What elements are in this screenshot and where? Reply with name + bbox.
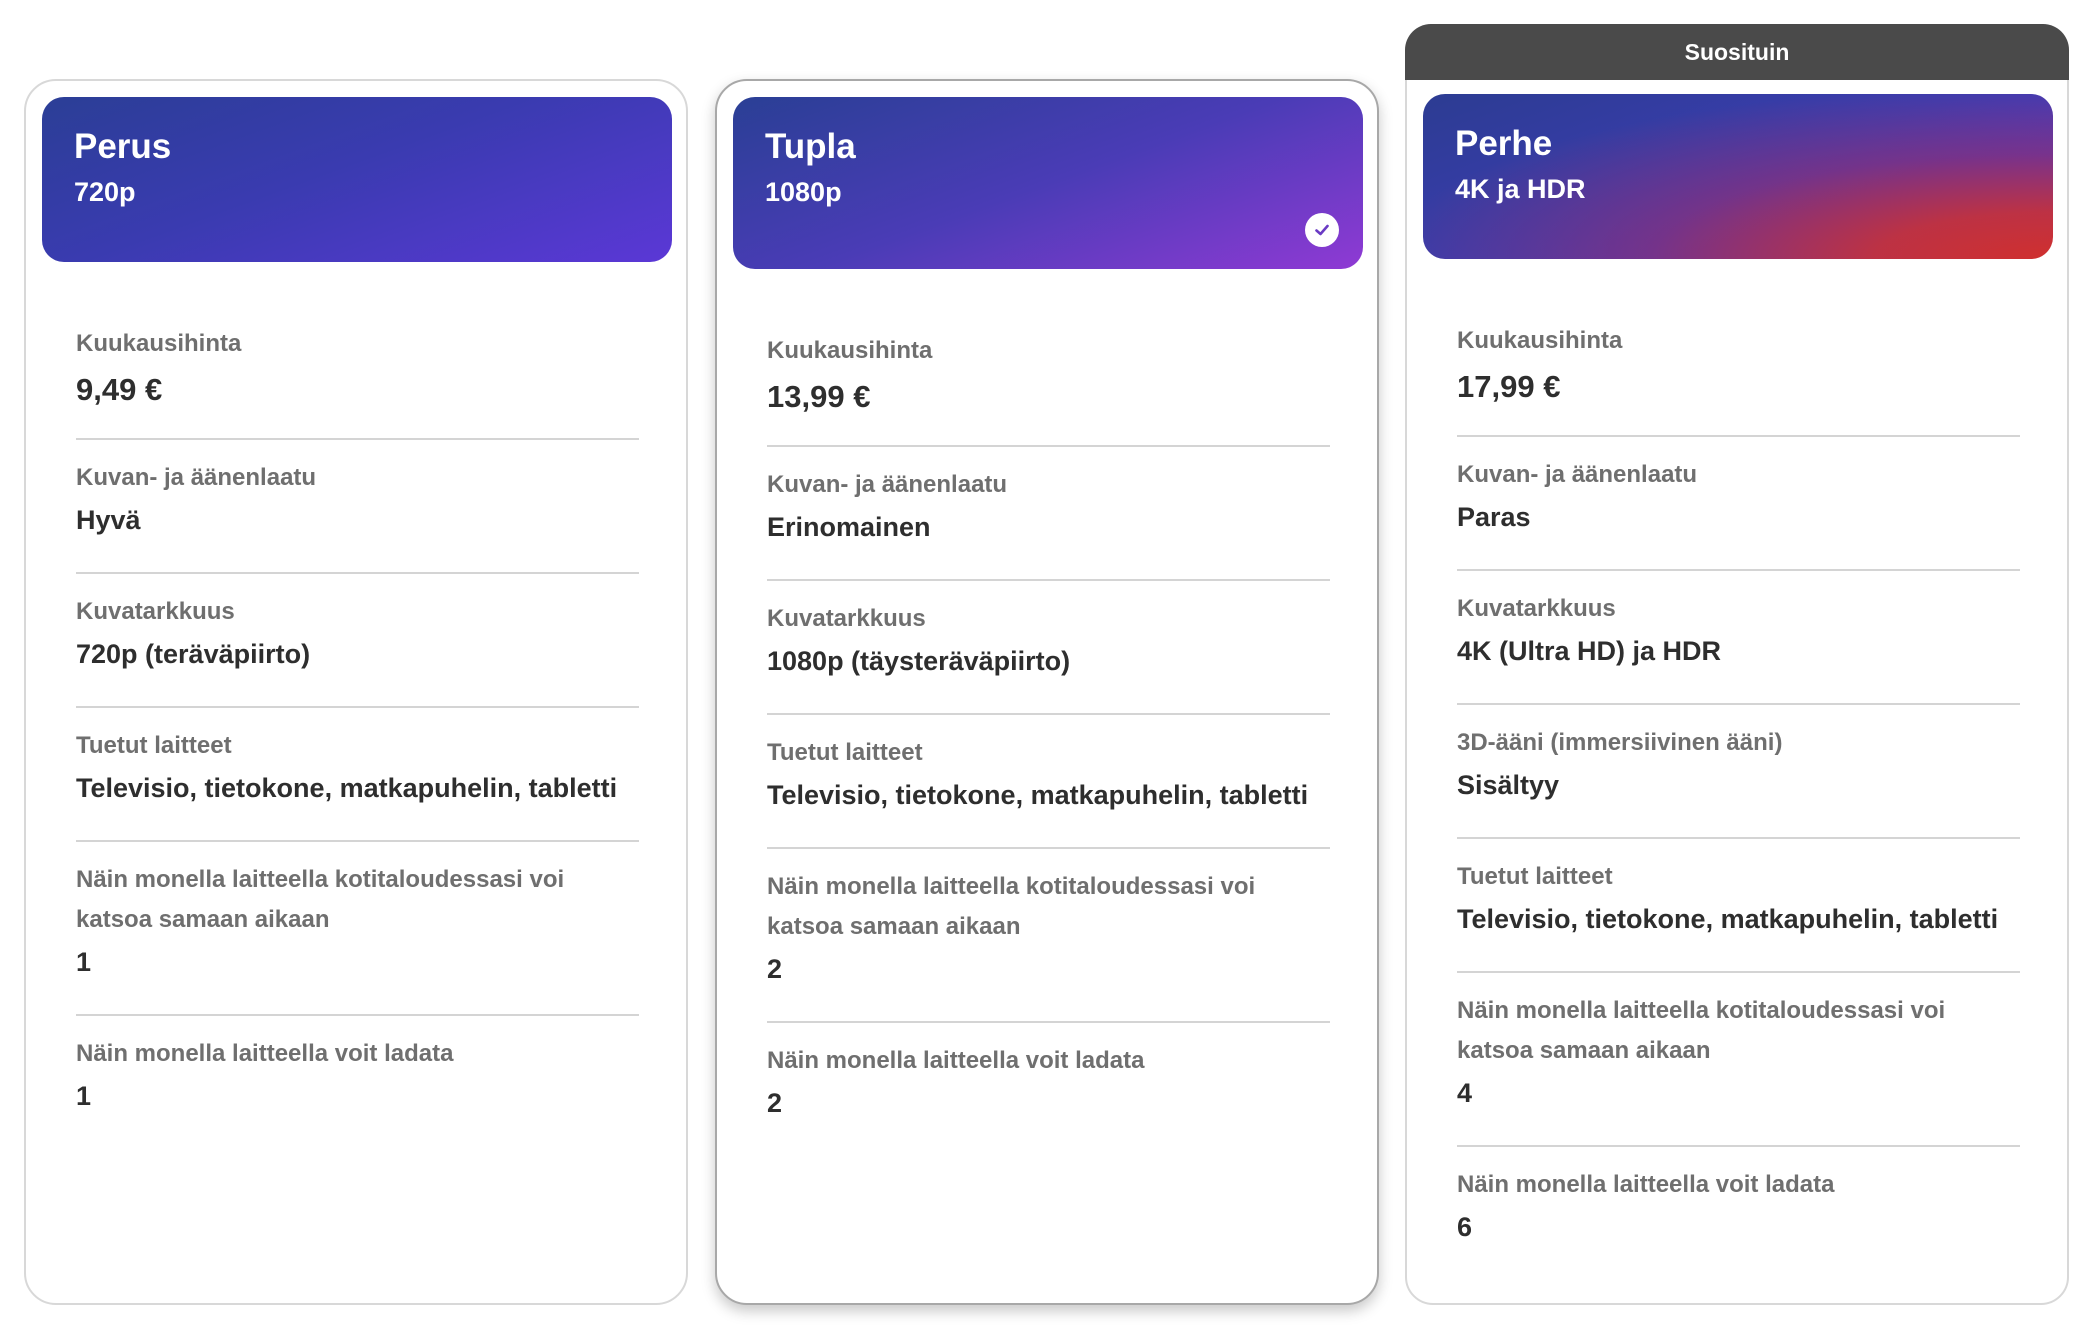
detail-value: 1080p (täysteräväpiirto) [767, 646, 1071, 676]
plan-name: Tupla [765, 127, 856, 166]
detail-label: Kuvan- ja äänenlaatu [1457, 461, 1698, 488]
detail-value: Erinomainen [767, 512, 931, 542]
plan-resolution: 1080p [765, 177, 842, 207]
detail-label: Kuvatarkkuus [767, 605, 926, 632]
detail-row-price: Kuukausihinta 9,49 € [76, 306, 639, 440]
detail-row-downloads: Näin monella laitteella voit ladata 2 [767, 1023, 1330, 1157]
plan-details: Kuukausihinta 9,49 € Kuvan- ja äänenlaat… [76, 306, 639, 1150]
detail-value: 4K (Ultra HD) ja HDR [1457, 636, 1722, 666]
detail-value: 17,99 € [1457, 369, 1561, 404]
detail-label: Näin monella laitteella voit ladata [76, 1040, 454, 1067]
detail-row-resolution: Kuvatarkkuus 1080p (täysteräväpiirto) [767, 581, 1330, 715]
detail-value: 1 [76, 1081, 92, 1111]
detail-value: 720p (teräväpiirto) [76, 639, 311, 669]
detail-value: 4 [1457, 1078, 1473, 1108]
plan-name: Perhe [1455, 124, 1553, 163]
detail-value: Televisio, tietokone, matkapuhelin, tabl… [76, 773, 618, 803]
detail-label: Tuetut laitteet [1457, 863, 1613, 890]
most-popular-badge: Suosituin [1405, 24, 2069, 80]
detail-value: 1 [76, 947, 92, 977]
plan-details: Kuukausihinta 13,99 € Kuvan- ja äänenlaa… [767, 313, 1330, 1157]
detail-value: Televisio, tietokone, matkapuhelin, tabl… [1457, 904, 1999, 934]
detail-label: Kuukausihinta [76, 330, 242, 357]
detail-value: Paras [1457, 502, 1531, 532]
detail-label: Kuukausihinta [1457, 327, 1623, 354]
detail-label: Kuvatarkkuus [1457, 595, 1616, 622]
detail-row-devices: Tuetut laitteet Televisio, tietokone, ma… [767, 715, 1330, 849]
detail-row-resolution: Kuvatarkkuus 720p (teräväpiirto) [76, 574, 639, 708]
detail-label: Tuetut laitteet [76, 732, 232, 759]
plan-card-perus[interactable]: Perus 720p Kuukausihinta 9,49 € Kuvan- j… [24, 79, 688, 1305]
detail-row-spatial-audio: 3D-ääni (immersiivinen ääni) Sisältyy [1457, 705, 2020, 839]
detail-row-downloads: Näin monella laitteella voit ladata 6 [1457, 1147, 2020, 1281]
detail-value: Hyvä [76, 505, 141, 535]
plan-name: Perus [74, 127, 172, 166]
detail-row-quality: Kuvan- ja äänenlaatu Erinomainen [767, 447, 1330, 581]
detail-label: Näin monella laitteella voit ladata [1457, 1171, 1835, 1198]
detail-value: 2 [767, 954, 783, 984]
plan-card-perhe[interactable]: Suosituin Perhe 4K ja HDR Kuukausihinta … [1405, 24, 2069, 1305]
plan-header: Tupla 1080p [733, 97, 1363, 269]
detail-row-downloads: Näin monella laitteella voit ladata 1 [76, 1016, 639, 1150]
detail-row-price: Kuukausihinta 13,99 € [767, 313, 1330, 447]
plan-details: Kuukausihinta 17,99 € Kuvan- ja äänenlaa… [1457, 303, 2020, 1281]
detail-row-quality: Kuvan- ja äänenlaatu Paras [1457, 437, 2020, 571]
detail-label: Kuvan- ja äänenlaatu [76, 464, 317, 491]
detail-label: Kuukausihinta [767, 337, 933, 364]
detail-value: Sisältyy [1457, 770, 1560, 800]
detail-row-devices: Tuetut laitteet Televisio, tietokone, ma… [76, 708, 639, 842]
detail-row-simultaneous-streams: Näin monella laitteella kotitaloudessasi… [767, 849, 1330, 1023]
detail-row-resolution: Kuvatarkkuus 4K (Ultra HD) ja HDR [1457, 571, 2020, 705]
detail-row-price: Kuukausihinta 17,99 € [1457, 303, 2020, 437]
plan-header: Perhe 4K ja HDR [1423, 94, 2053, 259]
plan-resolution: 4K ja HDR [1455, 174, 1586, 204]
detail-value: 13,99 € [767, 379, 871, 414]
detail-row-devices: Tuetut laitteet Televisio, tietokone, ma… [1457, 839, 2020, 973]
checkmark-circle-icon [1305, 213, 1339, 247]
detail-value: Televisio, tietokone, matkapuhelin, tabl… [767, 780, 1309, 810]
detail-value: 2 [767, 1088, 783, 1118]
detail-value: 9,49 € [76, 372, 163, 407]
plan-card-tupla[interactable]: Tupla 1080p Kuukausihinta 13,99 € Kuvan-… [715, 79, 1379, 1305]
detail-value: 6 [1457, 1212, 1473, 1242]
detail-label: Näin monella laitteella kotitaloudessasi… [1457, 997, 1946, 1064]
detail-label: Näin monella laitteella voit ladata [767, 1047, 1145, 1074]
detail-label: Kuvatarkkuus [76, 598, 235, 625]
plan-resolution: 720p [74, 177, 136, 207]
detail-label: 3D-ääni (immersiivinen ääni) [1457, 729, 1783, 756]
detail-label: Näin monella laitteella kotitaloudessasi… [76, 866, 565, 933]
detail-label: Kuvan- ja äänenlaatu [767, 471, 1008, 498]
detail-row-quality: Kuvan- ja äänenlaatu Hyvä [76, 440, 639, 574]
plan-header: Perus 720p [42, 97, 672, 262]
detail-label: Tuetut laitteet [767, 739, 923, 766]
detail-label: Näin monella laitteella kotitaloudessasi… [767, 873, 1256, 940]
detail-row-simultaneous-streams: Näin monella laitteella kotitaloudessasi… [1457, 973, 2020, 1147]
detail-row-simultaneous-streams: Näin monella laitteella kotitaloudessasi… [76, 842, 639, 1016]
